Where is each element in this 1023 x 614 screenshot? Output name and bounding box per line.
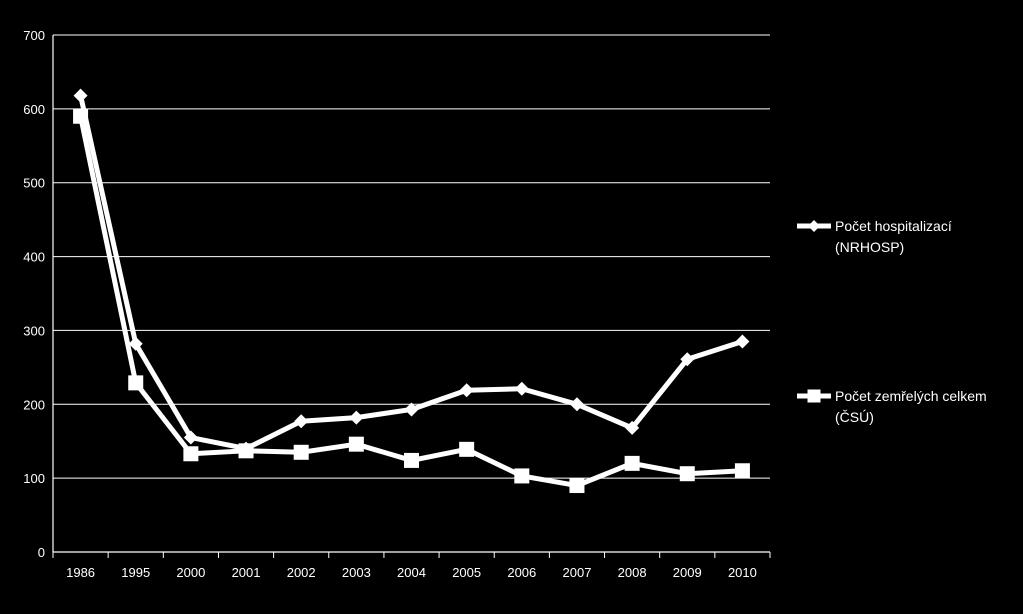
series-2 <box>73 108 750 494</box>
y-tick-label: 100 <box>23 471 45 486</box>
x-tick-label: 2006 <box>507 565 536 580</box>
x-tick-label: 2005 <box>452 565 481 580</box>
diamond-point <box>128 336 143 351</box>
legend: Počet hospitalizací (NRHOSP) Počet zemřelý… <box>797 218 987 425</box>
square-point <box>128 375 144 391</box>
x-tick-label: 1995 <box>121 565 150 580</box>
legend-label: Počet hospitalizací <box>835 218 952 234</box>
square-point <box>459 441 475 457</box>
square-point <box>679 466 695 482</box>
x-tick-label: 1986 <box>66 565 95 580</box>
legend-diamond-marker <box>808 220 820 232</box>
diamond-point <box>459 383 474 398</box>
x-tick-label: 2010 <box>728 565 757 580</box>
series-group <box>73 88 750 494</box>
square-point <box>404 452 419 468</box>
legend-label: (NRHOSP) <box>835 239 904 255</box>
diamond-point <box>735 334 750 349</box>
x-tick-label: 2002 <box>287 565 316 580</box>
diamond-point <box>349 410 364 425</box>
diamond-point <box>183 430 198 445</box>
legend-item-2: Počet zemřelých celkem (ČSÚ) <box>797 388 987 425</box>
diamond-point <box>569 397 584 412</box>
square-point <box>348 436 364 452</box>
series-line <box>78 95 744 452</box>
diamond-point <box>294 414 309 429</box>
x-tick-label: 2009 <box>673 565 702 580</box>
square-point <box>183 446 199 462</box>
square-point <box>238 443 254 459</box>
legend-label: (ČSÚ) <box>835 409 874 425</box>
y-tick-label: 400 <box>23 250 45 265</box>
x-tick-label: 2008 <box>618 565 647 580</box>
y-tick-label: 300 <box>23 323 45 338</box>
square-point <box>569 478 585 494</box>
square-point <box>514 468 530 484</box>
diamond-point <box>514 381 529 396</box>
diamond-point <box>404 402 419 417</box>
diamond-point <box>625 420 640 435</box>
y-tick-label: 700 <box>23 28 45 43</box>
y-tick-label: 500 <box>23 176 45 191</box>
y-tick-label: 600 <box>23 102 45 117</box>
axes: 0 100 200 300 400 500 600 700 1986 1995 2000 2001 20… <box>23 28 771 580</box>
square-point <box>734 463 750 479</box>
series-line <box>78 115 743 489</box>
y-tick-label: 0 <box>38 545 45 560</box>
x-tick-label: 2001 <box>232 565 261 580</box>
y-tick-label: 200 <box>23 397 45 412</box>
x-tick-label: 2007 <box>563 565 592 580</box>
square-point <box>624 455 640 471</box>
x-tick-label: 2003 <box>342 565 371 580</box>
diamond-point <box>680 352 695 367</box>
square-point <box>73 108 89 124</box>
x-tick-label: 2004 <box>397 565 426 580</box>
diamond-point <box>73 88 88 103</box>
square-point <box>293 444 309 460</box>
legend-square-marker <box>807 389 821 403</box>
legend-label: Počet zemřelých celkem <box>835 388 987 404</box>
x-tick-label: 2000 <box>176 565 205 580</box>
legend-item-1: Počet hospitalizací (NRHOSP) <box>797 218 952 255</box>
series-1 <box>73 88 750 456</box>
